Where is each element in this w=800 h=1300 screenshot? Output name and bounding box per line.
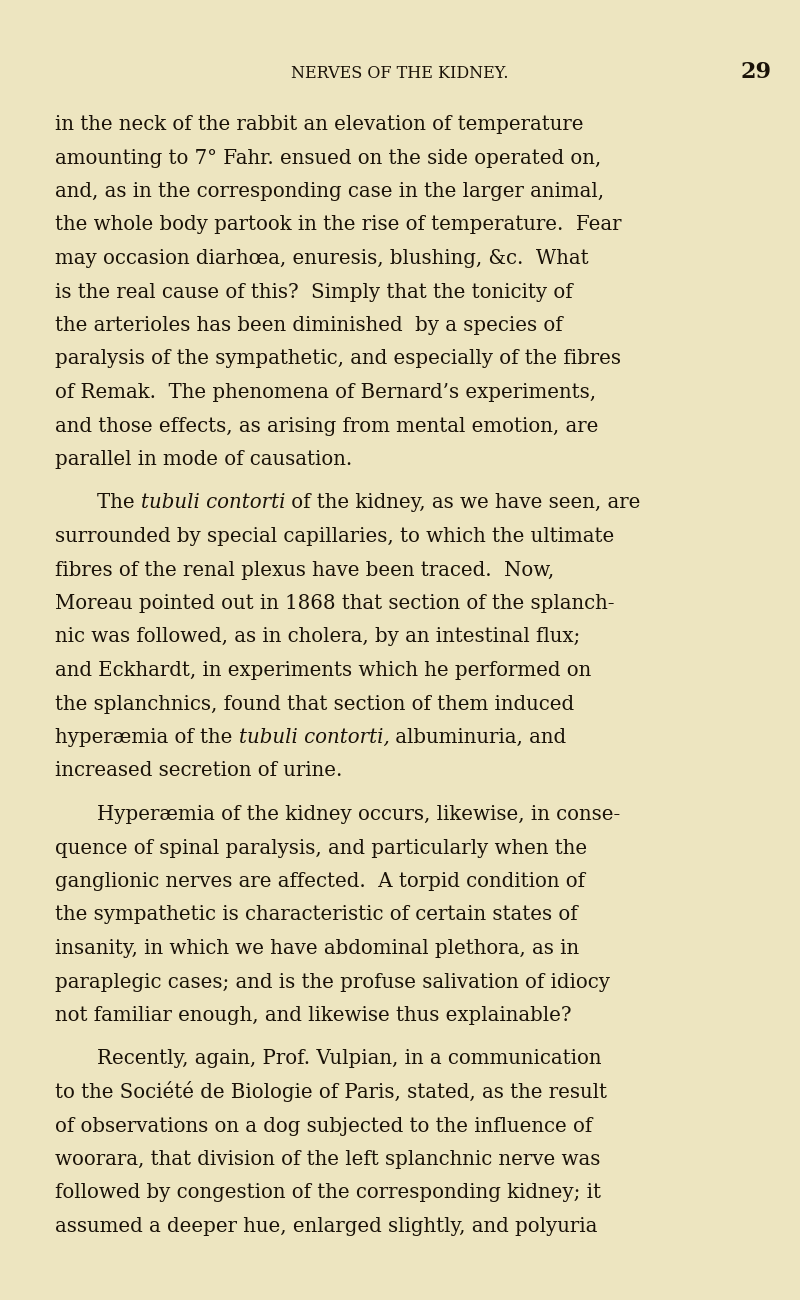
Text: fibres of the renal plexus have been traced.  Now,: fibres of the renal plexus have been tra… xyxy=(55,560,554,580)
Text: NERVES OF THE KIDNEY.: NERVES OF THE KIDNEY. xyxy=(291,65,509,82)
Text: Recently, again, Prof. Vulpian, in a communication: Recently, again, Prof. Vulpian, in a com… xyxy=(97,1049,602,1069)
Text: woorara, that division of the left splanchnic nerve was: woorara, that division of the left splan… xyxy=(55,1150,600,1169)
Text: followed by congestion of the corresponding kidney; it: followed by congestion of the correspond… xyxy=(55,1183,601,1202)
Text: hyperæmia of the: hyperæmia of the xyxy=(55,728,238,748)
Text: and Eckhardt, in experiments which he performed on: and Eckhardt, in experiments which he pe… xyxy=(55,660,591,680)
Text: surrounded by special capillaries, to which the ultimate: surrounded by special capillaries, to wh… xyxy=(55,526,614,546)
Text: of Remak.  The phenomena of Bernard’s experiments,: of Remak. The phenomena of Bernard’s exp… xyxy=(55,384,596,402)
Text: the whole body partook in the rise of temperature.  Fear: the whole body partook in the rise of te… xyxy=(55,216,622,234)
Text: the splanchnics, found that section of them induced: the splanchnics, found that section of t… xyxy=(55,694,574,714)
Text: is the real cause of this?  Simply that the tonicity of: is the real cause of this? Simply that t… xyxy=(55,282,573,302)
Text: may occasion diarhœa, enuresis, blushing, &c.  What: may occasion diarhœa, enuresis, blushing… xyxy=(55,250,589,268)
Text: of observations on a dog subjected to the influence of: of observations on a dog subjected to th… xyxy=(55,1117,592,1135)
Text: The: The xyxy=(97,494,141,512)
Text: ganglionic nerves are affected.  A torpid condition of: ganglionic nerves are affected. A torpid… xyxy=(55,872,585,891)
Text: in the neck of the rabbit an elevation of temperature: in the neck of the rabbit an elevation o… xyxy=(55,114,583,134)
Text: nic was followed, as in cholera, by an intestinal flux;: nic was followed, as in cholera, by an i… xyxy=(55,628,580,646)
Text: increased secretion of urine.: increased secretion of urine. xyxy=(55,762,342,780)
Text: parallel in mode of causation.: parallel in mode of causation. xyxy=(55,450,352,469)
Text: and, as in the corresponding case in the larger animal,: and, as in the corresponding case in the… xyxy=(55,182,604,202)
Text: paralysis of the sympathetic, and especially of the fibres: paralysis of the sympathetic, and especi… xyxy=(55,350,621,368)
Text: insanity, in which we have abdominal plethora, as in: insanity, in which we have abdominal ple… xyxy=(55,939,579,958)
Text: of the kidney, as we have seen, are: of the kidney, as we have seen, are xyxy=(286,494,641,512)
Text: Moreau pointed out in 1868 that section of the splanch-: Moreau pointed out in 1868 that section … xyxy=(55,594,614,614)
Text: paraplegic cases; and is the profuse salivation of idiocy: paraplegic cases; and is the profuse sal… xyxy=(55,972,610,992)
Text: amounting to 7° Fahr. ensued on the side operated on,: amounting to 7° Fahr. ensued on the side… xyxy=(55,148,602,168)
Text: to the Société de Biologie of Paris, stated, as the result: to the Société de Biologie of Paris, sta… xyxy=(55,1082,607,1102)
Text: Hyperæmia of the kidney occurs, likewise, in conse-: Hyperæmia of the kidney occurs, likewise… xyxy=(97,805,620,824)
Text: assumed a deeper hue, enlarged slightly, and polyuria: assumed a deeper hue, enlarged slightly,… xyxy=(55,1217,598,1236)
Text: 29: 29 xyxy=(740,61,771,83)
Text: and those effects, as arising from mental emotion, are: and those effects, as arising from menta… xyxy=(55,416,598,436)
Text: the sympathetic is characteristic of certain states of: the sympathetic is characteristic of cer… xyxy=(55,906,578,924)
Text: tubuli contorti,: tubuli contorti, xyxy=(238,728,390,748)
Text: tubuli contorti: tubuli contorti xyxy=(141,494,286,512)
Text: quence of spinal paralysis, and particularly when the: quence of spinal paralysis, and particul… xyxy=(55,838,587,858)
Text: not familiar enough, and likewise thus explainable?: not familiar enough, and likewise thus e… xyxy=(55,1006,571,1024)
Text: the arterioles has been diminished  by a species of: the arterioles has been diminished by a … xyxy=(55,316,562,335)
Text: albuminuria, and: albuminuria, and xyxy=(390,728,566,748)
